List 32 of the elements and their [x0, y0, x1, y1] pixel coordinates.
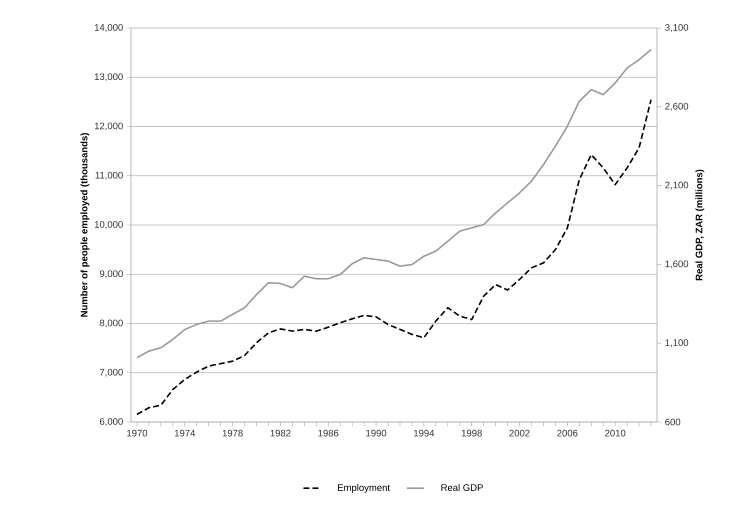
y-tick-label: 10,000	[94, 221, 123, 229]
x-tick-label: 1982	[270, 430, 291, 436]
y2-tick-label: 2,100	[665, 182, 688, 190]
x-tick-label: 2002	[509, 430, 530, 436]
y-tick-label: 7,000	[100, 368, 123, 377]
y2-tick-label: 1,600	[666, 260, 688, 268]
x-tick-label: 1978	[222, 430, 243, 436]
x-tick-label: 1970	[127, 430, 148, 436]
x-tick-label: 2006	[557, 430, 578, 436]
line-series	[136, 48, 652, 358]
legend-label: Employment	[338, 484, 390, 493]
y-tick-label: 11,000	[96, 172, 123, 180]
x-tick-label: 1994	[414, 430, 434, 436]
y-tick-label: 14,000	[94, 24, 123, 32]
y2-axis-title: Real GDP, ZAR (millions)	[695, 170, 704, 280]
y2-tick-label: 3,100	[665, 24, 688, 32]
line-series	[136, 98, 652, 416]
x-tick-label: 1998	[462, 430, 482, 436]
y2-tick-label: 1,100	[666, 339, 688, 348]
legend-label: Real GDP	[441, 484, 483, 491]
x-tick-label: 1986	[318, 430, 338, 436]
y-tick-label: 8,000	[100, 320, 123, 328]
x-tick-label: 1990	[366, 430, 386, 436]
x-tick-label: 2010	[605, 430, 626, 436]
y-axis-title: Number of people employed (thousands)	[80, 133, 90, 317]
y-tick-label: 6,000	[100, 418, 123, 426]
y2-tick-label: 600	[665, 418, 680, 426]
y-tick-label: 9,000	[100, 270, 123, 278]
y-tick-label: 12,000	[94, 122, 123, 130]
x-tick-label: 1974	[174, 430, 196, 436]
y2-tick-label: 2,600	[665, 102, 688, 111]
y-tick-label: 13,000	[94, 73, 123, 82]
